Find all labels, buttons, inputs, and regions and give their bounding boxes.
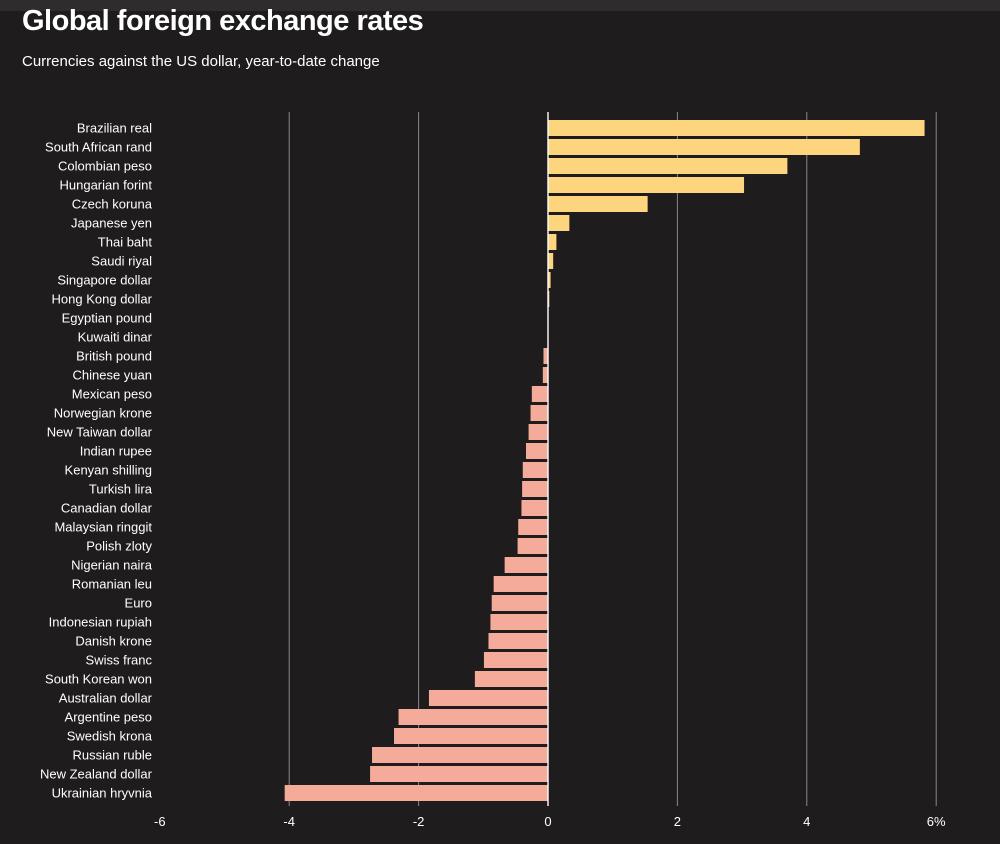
category-label: Saudi riyal: [91, 254, 152, 269]
bar-turkish-lira: [522, 481, 548, 497]
category-label: Norwegian krone: [54, 406, 152, 421]
bar-colombian-peso: [548, 158, 788, 174]
category-label: Canadian dollar: [61, 501, 153, 516]
category-label: Egyptian pound: [62, 311, 152, 326]
bar-euro: [491, 595, 548, 611]
bar-japanese-yen: [548, 215, 570, 231]
category-label: Australian dollar: [59, 691, 153, 706]
bar-polish-zloty: [517, 538, 548, 554]
category-label: Romanian leu: [72, 577, 152, 592]
bar-romanian-leu: [493, 576, 548, 592]
x-tick-label: -6: [154, 814, 166, 829]
category-label: Kuwaiti dinar: [78, 330, 153, 345]
bar-hungarian-forint: [548, 177, 745, 193]
x-tick-label: 2: [674, 814, 681, 829]
x-tick-label: 6%: [927, 814, 946, 829]
bar-brazilian-real: [548, 120, 925, 136]
bar-british-pound: [543, 348, 548, 364]
bar-ukrainian-hryvnia: [284, 785, 548, 801]
bar-indian-rupee: [526, 443, 548, 459]
category-label: Hong Kong dollar: [52, 292, 153, 307]
bar-new-taiwan-dollar: [528, 424, 548, 440]
category-label: Japanese yen: [71, 216, 152, 231]
bar-russian-ruble: [372, 747, 548, 763]
category-label: Swiss franc: [86, 653, 153, 668]
category-label: Polish zloty: [86, 539, 152, 554]
category-label: Singapore dollar: [57, 273, 152, 288]
category-label: Danish krone: [75, 634, 152, 649]
bars: [284, 120, 925, 801]
x-tick-label: -2: [413, 814, 425, 829]
bar-danish-krone: [488, 633, 548, 649]
bar-mexican-peso: [531, 386, 548, 402]
category-label: Kenyan shilling: [65, 463, 152, 478]
bar-thai-baht: [548, 234, 557, 250]
category-label: New Zealand dollar: [40, 767, 153, 782]
bar-saudi-riyal: [548, 253, 554, 269]
x-tick-label: 0: [544, 814, 551, 829]
category-label: Indian rupee: [80, 444, 152, 459]
x-tick-label: 4: [803, 814, 810, 829]
bar-argentine-peso: [398, 709, 548, 725]
bar-indonesian-rupiah: [490, 614, 548, 630]
category-label: British pound: [76, 349, 152, 364]
category-label: Hungarian forint: [60, 178, 153, 193]
category-label: Indonesian rupiah: [49, 615, 152, 630]
category-label: Brazilian real: [77, 121, 152, 136]
category-label: Ukrainian hryvnia: [52, 786, 153, 801]
bar-australian-dollar: [428, 690, 548, 706]
category-label: New Taiwan dollar: [47, 425, 153, 440]
category-label: Czech koruna: [72, 197, 153, 212]
category-label: Argentine peso: [65, 710, 152, 725]
bar-czech-koruna: [548, 196, 648, 212]
category-labels: Brazilian real South African rand Colombia…: [40, 121, 153, 801]
bar-south-african-rand: [548, 139, 860, 155]
category-label: Chinese yuan: [73, 368, 153, 383]
bar-norwegian-krone: [530, 405, 548, 421]
x-axis-ticks: -6 -4 -2 0 2 4 6%: [154, 814, 946, 829]
bar-south-korean-won: [474, 671, 548, 687]
bar-new-zealand-dollar: [370, 766, 548, 782]
category-label: Colombian peso: [58, 159, 152, 174]
category-label: Turkish lira: [89, 482, 153, 497]
chart-subtitle: Currencies against the US dollar, year-t…: [22, 53, 380, 70]
chart-title: Global foreign exchange rates: [22, 5, 424, 37]
category-label: South Korean won: [45, 672, 152, 687]
bar-chinese-yuan: [542, 367, 548, 383]
bar-nigerian-naira: [504, 557, 548, 573]
top-strip: [0, 0, 1000, 11]
gridlines: [288, 112, 937, 806]
category-label: Euro: [125, 596, 152, 611]
bar-swedish-krona: [394, 728, 548, 744]
category-label: Swedish krona: [67, 729, 153, 744]
bar-singapore-dollar: [548, 272, 551, 288]
category-label: Nigerian naira: [71, 558, 153, 573]
category-label: Malaysian ringgit: [54, 520, 152, 535]
category-label: Russian ruble: [73, 748, 153, 763]
bar-kenyan-shilling: [522, 462, 548, 478]
bar-malaysian-ringgit: [518, 519, 548, 535]
category-label: Mexican peso: [72, 387, 152, 402]
bar-swiss-franc: [483, 652, 548, 668]
x-tick-label: -4: [283, 814, 295, 829]
category-label: Thai baht: [98, 235, 153, 250]
category-label: South African rand: [45, 140, 152, 155]
bar-canadian-dollar: [521, 500, 548, 516]
